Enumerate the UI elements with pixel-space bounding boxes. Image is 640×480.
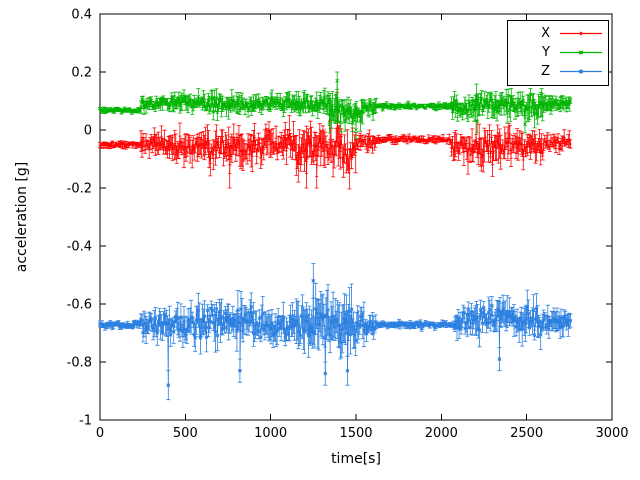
x-tick-label: 1000 <box>254 426 287 441</box>
y-tick-label: -0.2 <box>67 182 92 197</box>
x-tick-label: 0 <box>96 426 104 441</box>
legend-label-x: X <box>541 26 550 41</box>
y-tick-label: 0.2 <box>71 66 92 81</box>
x-tick-label: 500 <box>173 426 198 441</box>
legend-entry-x: X <box>513 24 603 43</box>
legend-sample-x-icon <box>560 31 602 36</box>
legend-sample-y-icon <box>560 50 602 55</box>
y-axis-title: acceleration [g] <box>14 161 30 273</box>
y-tick-label: 0 <box>84 124 92 139</box>
y-tick-label: 0.4 <box>71 8 92 23</box>
y-tick-label: -0.6 <box>67 298 92 313</box>
x-axis-title: time[s] <box>331 451 381 467</box>
legend-label-y: Y <box>542 45 550 60</box>
series-errorbars-y <box>98 71 573 140</box>
x-tick-label: 1500 <box>339 426 372 441</box>
series-errorbars-x <box>98 91 573 190</box>
x-tick-label: 3000 <box>595 426 628 441</box>
series-errorbars-z <box>98 263 573 401</box>
legend-entry-y: Y <box>513 43 603 62</box>
x-tick-label: 2500 <box>510 426 543 441</box>
x-tick-label: 2000 <box>425 426 458 441</box>
legend: X Y Z <box>507 20 609 86</box>
y-tick-label: -0.8 <box>67 356 92 371</box>
y-tick-label: -1 <box>79 414 92 429</box>
y-tick-label: -0.4 <box>67 240 92 255</box>
legend-label-z: Z <box>541 64 550 79</box>
legend-entry-z: Z <box>513 62 603 81</box>
legend-sample-z-icon <box>560 69 602 74</box>
